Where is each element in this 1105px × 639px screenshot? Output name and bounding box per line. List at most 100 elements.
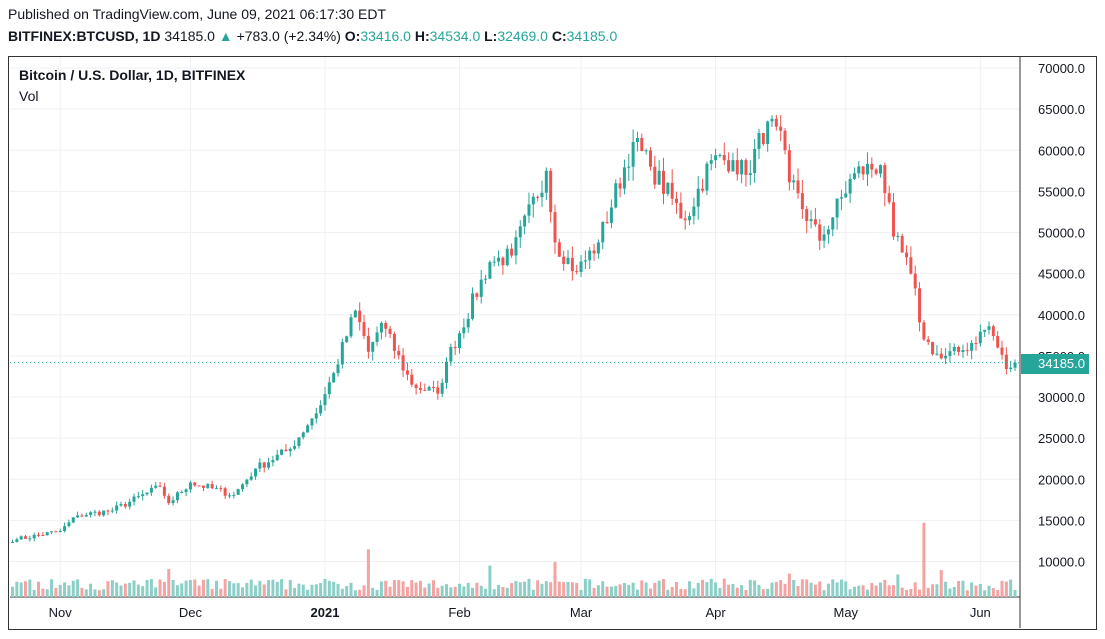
candle-body — [800, 193, 804, 210]
volume-bar — [414, 582, 418, 597]
volume-bar — [314, 584, 318, 597]
volume-bar — [193, 579, 197, 597]
volume-bar — [488, 565, 492, 597]
volume-bar — [258, 580, 262, 597]
volume-bar — [371, 587, 375, 597]
x-tick-label: 2021 — [311, 605, 340, 620]
y-tick-label: 70000.0 — [1038, 61, 1085, 76]
candle-body — [935, 353, 939, 355]
candle-body — [996, 336, 1000, 348]
volume-bar — [284, 589, 288, 597]
candle-body — [249, 476, 253, 480]
volume-bar — [288, 580, 292, 597]
candle-body — [918, 288, 922, 323]
candle-body — [275, 454, 279, 461]
candle-body — [440, 382, 444, 394]
candle-body — [696, 188, 700, 207]
volume-bar — [653, 582, 657, 597]
volume-bar — [280, 579, 284, 597]
candle-body — [162, 486, 166, 496]
volume-bar — [705, 582, 709, 597]
volume-bar — [523, 581, 527, 597]
candle-body — [826, 229, 830, 235]
volume-bar — [249, 579, 253, 597]
candle-body — [41, 535, 45, 537]
candle-body — [436, 387, 440, 394]
volume-bar — [223, 579, 227, 597]
candle-body — [488, 262, 492, 279]
volume-bar — [622, 582, 626, 597]
volume-bar — [358, 589, 362, 597]
candle-body — [210, 484, 214, 489]
volume-bar — [123, 583, 127, 597]
volume-bar — [609, 586, 613, 597]
candle-body — [818, 224, 822, 241]
volume-bar — [553, 561, 557, 597]
volume-bar — [722, 578, 726, 597]
candle-body — [640, 137, 644, 152]
volume-bar — [271, 579, 275, 597]
volume-bar — [774, 581, 778, 597]
candle-body — [735, 160, 739, 175]
candle-body — [648, 150, 652, 167]
volume-bar — [375, 589, 379, 597]
candle-body — [466, 318, 470, 328]
candle-body — [24, 536, 28, 539]
candle-body — [1013, 362, 1017, 368]
candle-body — [926, 339, 930, 342]
candle-body — [28, 538, 32, 540]
volume-bar — [683, 589, 687, 597]
volume-bar — [37, 581, 41, 597]
volume-bar — [826, 583, 830, 597]
candle-body — [822, 234, 826, 241]
volume-bar — [952, 587, 956, 597]
volume-bar — [583, 578, 587, 597]
candle-body — [662, 170, 665, 194]
volume-bar — [944, 581, 948, 597]
candle-body — [93, 511, 97, 513]
candle-body — [418, 388, 422, 390]
candle-body — [492, 261, 496, 263]
volume-bar — [405, 586, 409, 597]
candle-body — [887, 193, 891, 203]
candle-body — [349, 317, 353, 337]
candle-body — [241, 484, 245, 490]
volume-bar — [957, 580, 961, 597]
candle-body — [184, 489, 188, 493]
candle-body — [892, 202, 896, 237]
last-price-tag: 34185.0 — [1021, 354, 1089, 374]
x-tick-label: Dec — [179, 605, 203, 620]
volume-bar — [236, 583, 240, 597]
candle-body — [110, 510, 114, 512]
volume-bar — [214, 580, 218, 597]
candle-body — [206, 484, 210, 488]
volume-bar — [527, 578, 531, 597]
volume-bar — [761, 589, 765, 597]
candle-body — [236, 489, 240, 495]
volume-bar — [575, 582, 579, 597]
chart-legend-title: Bitcoin / U.S. Dollar, 1D, BITFINEX — [19, 67, 246, 83]
candle-body — [987, 326, 991, 330]
volume-bar — [844, 581, 848, 597]
candle-body — [722, 154, 726, 161]
volume-bar — [566, 581, 570, 597]
candle-body — [692, 206, 696, 217]
candle-body — [262, 462, 266, 468]
candle-body — [809, 219, 813, 222]
candle-body — [405, 370, 409, 375]
volume-bar — [431, 580, 435, 597]
volume-bar — [102, 589, 106, 597]
volume-bar — [427, 583, 431, 597]
volume-bar — [167, 569, 171, 597]
candle-body — [965, 350, 969, 352]
volume-bar — [657, 580, 661, 597]
candle-body — [501, 257, 505, 266]
volume-bar — [41, 588, 45, 597]
candle-body — [479, 279, 483, 297]
candle-body — [301, 432, 305, 438]
volume-bar — [319, 583, 323, 597]
volume-bar — [188, 579, 192, 597]
volume-bar — [392, 580, 396, 597]
candle-body — [714, 155, 718, 161]
